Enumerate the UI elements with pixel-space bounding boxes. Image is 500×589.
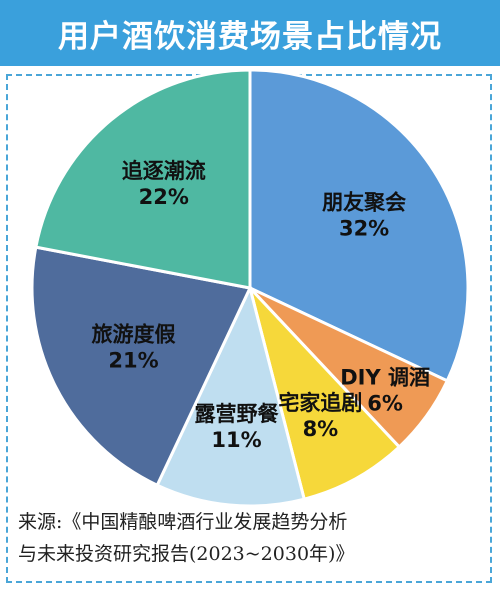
slice-percent-label: 32% xyxy=(339,217,389,241)
slice-label: 宅家追剧 xyxy=(278,391,362,415)
source-line-2: 与未来投资研究报告(2023~2030年)》 xyxy=(18,543,355,565)
pie-slice xyxy=(34,68,252,290)
pie-slice xyxy=(30,245,253,488)
slice-label: DIY 调酒 xyxy=(340,366,430,390)
source-note: 来源:《中国精酿啤酒行业发展趋势分析 与未来投资研究报告(2023~2030年)… xyxy=(18,506,488,570)
slice-percent-label: 6% xyxy=(367,392,403,416)
pie-slice xyxy=(248,286,402,501)
pie-slice xyxy=(248,68,470,383)
slice-label: 旅游度假 xyxy=(92,322,176,346)
title-bar: 用户酒饮消费场景占比情况 xyxy=(0,0,500,66)
slice-percent-label: 11% xyxy=(211,428,261,452)
slice-percent-label: 22% xyxy=(139,185,189,209)
slice-label: 露营野餐 xyxy=(195,402,280,426)
slice-label: 朋友聚会 xyxy=(322,191,406,215)
chart-title: 用户酒饮消费场景占比情况 xyxy=(58,18,442,55)
source-line-1: 来源:《中国精酿啤酒行业发展趋势分析 xyxy=(18,511,348,533)
slice-percent-label: 21% xyxy=(108,348,158,372)
pie-slice xyxy=(155,283,307,508)
slice-percent-label: 8% xyxy=(303,417,339,441)
slice-label: 追逐潮流 xyxy=(122,159,206,183)
